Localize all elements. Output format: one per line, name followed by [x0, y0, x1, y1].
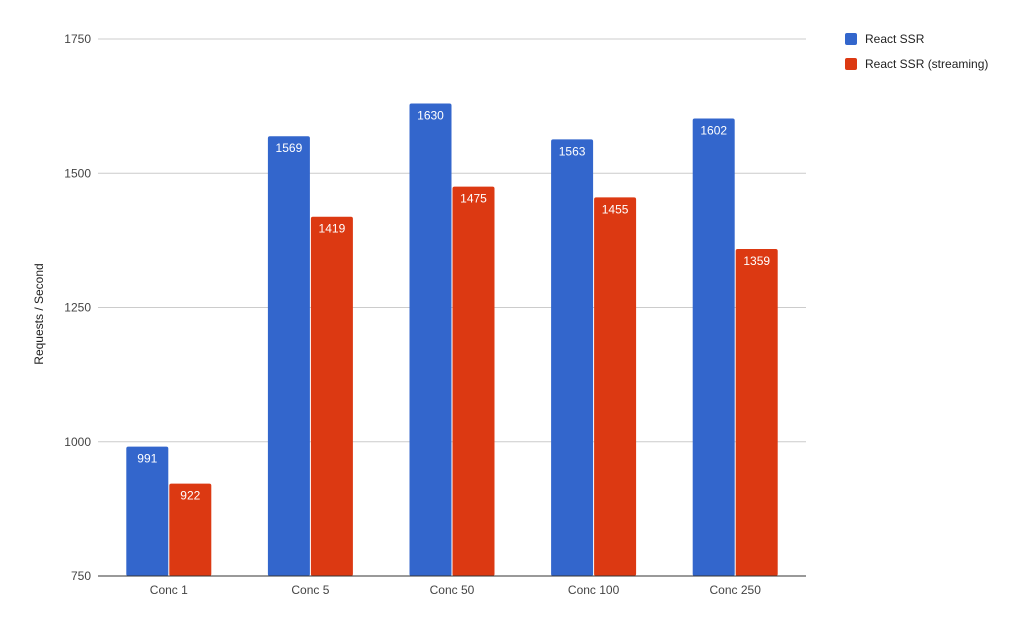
bar-react-ssr-streaming [310, 216, 353, 576]
x-category-label: Conc 5 [291, 583, 329, 597]
y-axis-ticks: 750 1000 1250 1500 1750 [64, 32, 91, 583]
bar-react-ssr [267, 136, 310, 576]
y-tick-label: 750 [71, 569, 91, 583]
bar-value-label: 1475 [460, 192, 487, 206]
y-axis-label: Requests / Second [32, 263, 46, 364]
x-category-label: Conc 250 [710, 583, 762, 597]
bar-series: 991 922 1569 1419 1630 1475 1563 1455 1602 1359 [126, 103, 778, 577]
x-category-label: Conc 1 [150, 583, 188, 597]
bar-value-label: 1602 [700, 123, 727, 137]
bar-react-ssr-streaming [169, 483, 212, 576]
bar-value-label: 991 [137, 452, 157, 466]
legend-swatch [845, 33, 857, 45]
bar-value-label: 1630 [417, 108, 444, 122]
y-tick-label: 1500 [64, 166, 91, 180]
bar-react-ssr-streaming [594, 197, 637, 577]
y-tick-label: 1750 [64, 32, 91, 46]
legend-label: React SSR [865, 32, 925, 46]
x-axis-categories: Conc 1 Conc 5 Conc 50 Conc 100 Conc 250 [150, 583, 761, 597]
bar-value-label: 1455 [602, 202, 629, 216]
bar-value-label: 1419 [319, 222, 346, 236]
bar-value-label: 922 [180, 489, 200, 503]
x-category-label: Conc 100 [568, 583, 620, 597]
bar-value-label: 1569 [276, 141, 303, 155]
bar-react-ssr-streaming [735, 248, 778, 577]
bar-react-ssr [551, 139, 594, 576]
legend-swatch [845, 58, 857, 70]
bar-react-ssr [126, 446, 169, 576]
bar-react-ssr-streaming [452, 186, 495, 577]
bar-value-label: 1359 [743, 254, 770, 268]
bar-react-ssr [409, 103, 452, 576]
y-tick-label: 1250 [64, 301, 91, 315]
legend-label: React SSR (streaming) [865, 57, 988, 71]
bar-value-label: 1563 [559, 144, 586, 158]
y-tick-label: 1000 [64, 435, 91, 449]
x-category-label: Conc 50 [430, 583, 475, 597]
bar-react-ssr [692, 118, 735, 576]
legend: React SSR React SSR (streaming) [845, 32, 988, 71]
